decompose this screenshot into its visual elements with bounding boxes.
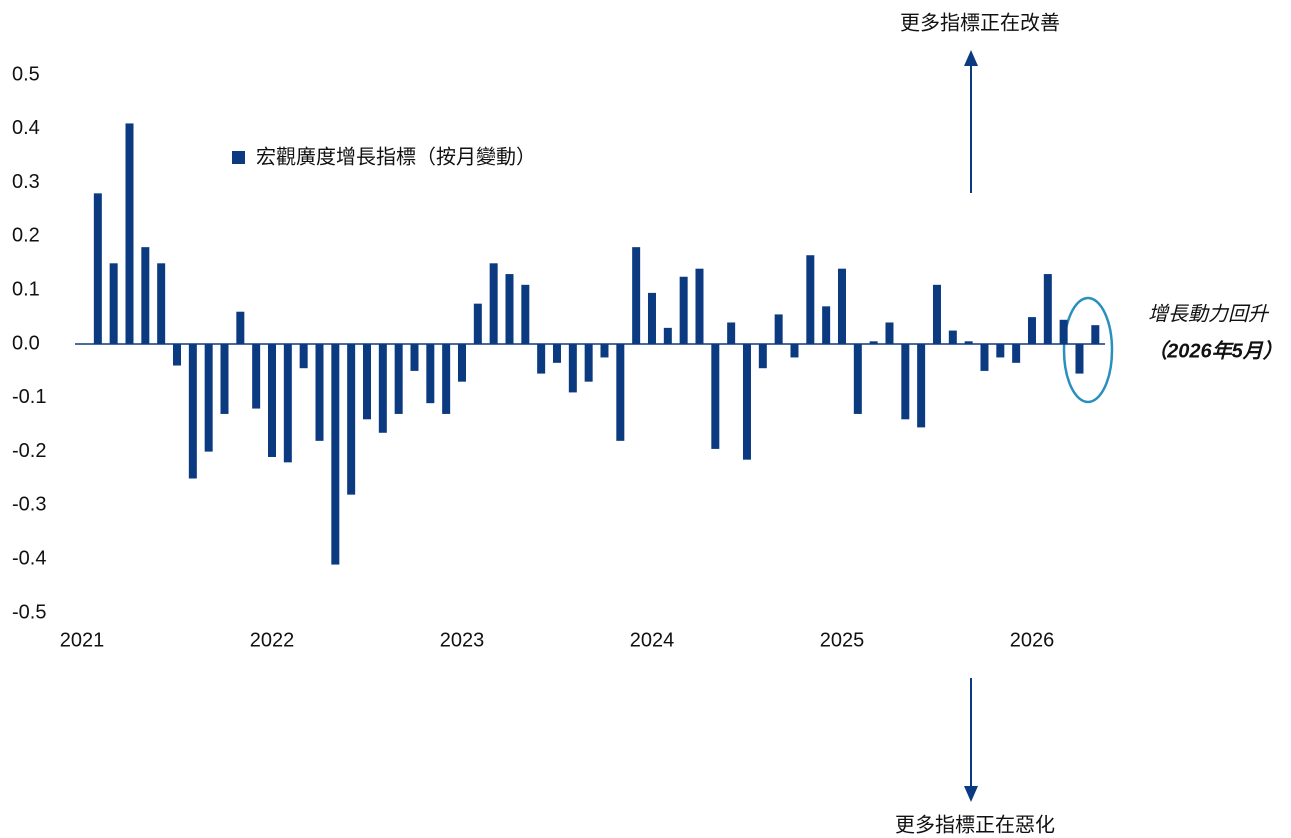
bar <box>917 344 926 428</box>
bar <box>347 344 356 495</box>
bar <box>426 344 435 404</box>
bar <box>521 284 530 344</box>
bar <box>679 276 688 344</box>
bar <box>394 344 403 414</box>
bar <box>267 344 276 457</box>
bar <box>442 344 451 414</box>
bar <box>188 344 197 479</box>
bar <box>505 274 514 344</box>
bar <box>980 344 989 371</box>
legend-swatch <box>232 151 245 164</box>
y-tick-label: 0.2 <box>12 225 40 247</box>
arrow-head <box>964 50 978 66</box>
annotation: 增長動力回升 <box>1148 303 1270 325</box>
bar <box>315 344 324 441</box>
bar <box>663 327 672 344</box>
bar <box>157 263 166 344</box>
y-tick-label: -0.5 <box>12 601 46 623</box>
bar <box>1075 344 1084 374</box>
bar <box>125 123 134 344</box>
y-tick-label: -0.3 <box>12 494 46 516</box>
bar <box>758 344 767 369</box>
bar <box>537 344 546 374</box>
y-tick-label: 0.0 <box>12 332 40 354</box>
bar <box>568 344 577 393</box>
y-tick-label: -0.4 <box>12 547 46 569</box>
bar <box>489 263 498 344</box>
bar <box>410 344 419 371</box>
bar <box>1012 344 1021 363</box>
bar <box>473 303 482 344</box>
annotation: （2026年5月） <box>1147 339 1283 362</box>
bar <box>600 344 609 358</box>
bar <box>964 341 973 344</box>
bar <box>1059 319 1068 344</box>
bar <box>172 344 181 366</box>
bar <box>837 268 846 344</box>
bar <box>822 306 831 344</box>
arrow-head <box>964 786 978 802</box>
bar <box>362 344 371 420</box>
bar <box>252 344 261 409</box>
bar <box>584 344 593 382</box>
bar <box>632 247 641 344</box>
bar <box>774 314 783 344</box>
bar <box>141 247 150 344</box>
bar <box>869 341 878 344</box>
bar <box>885 322 894 344</box>
bar <box>236 311 245 344</box>
bar <box>1027 317 1036 344</box>
bar <box>742 344 751 460</box>
bar <box>378 344 387 433</box>
legend-label: 宏觀廣度增長指標（按月變動） <box>256 145 536 168</box>
x-tick-label: 2024 <box>630 629 675 651</box>
annotation: 更多指標正在惡化 <box>895 813 1055 836</box>
bar <box>457 344 466 382</box>
bar <box>806 255 815 344</box>
bar <box>790 344 799 358</box>
annotation: 更多指標正在改善 <box>900 11 1060 34</box>
y-tick-label: 0.4 <box>12 117 40 139</box>
x-tick-label: 2021 <box>60 629 105 651</box>
bar <box>299 344 308 369</box>
x-tick-label: 2025 <box>820 629 865 651</box>
bar <box>727 322 736 344</box>
bar <box>109 263 118 344</box>
highlight-circle <box>1062 296 1114 404</box>
bar <box>93 193 102 344</box>
bar <box>647 292 656 344</box>
y-tick-label: 0.5 <box>12 63 40 85</box>
bar <box>711 344 720 449</box>
y-tick-label: -0.1 <box>12 386 46 408</box>
y-tick-label: 0.1 <box>12 278 40 300</box>
bar <box>932 284 941 344</box>
x-tick-label: 2023 <box>440 629 485 651</box>
bar <box>1091 325 1100 344</box>
bar <box>948 330 957 344</box>
y-tick-label: 0.3 <box>12 171 40 193</box>
bar <box>996 344 1005 358</box>
bar <box>1043 274 1052 344</box>
bar <box>901 344 910 420</box>
bar <box>552 344 561 363</box>
bar <box>853 344 862 414</box>
bar <box>283 344 292 463</box>
x-tick-label: 2022 <box>250 629 295 651</box>
bar <box>331 344 340 565</box>
bar <box>204 344 213 452</box>
x-tick-label: 2026 <box>1010 629 1055 651</box>
y-tick-label: -0.2 <box>12 440 46 462</box>
bar <box>695 268 704 344</box>
bar <box>616 344 625 441</box>
bar <box>220 344 229 414</box>
